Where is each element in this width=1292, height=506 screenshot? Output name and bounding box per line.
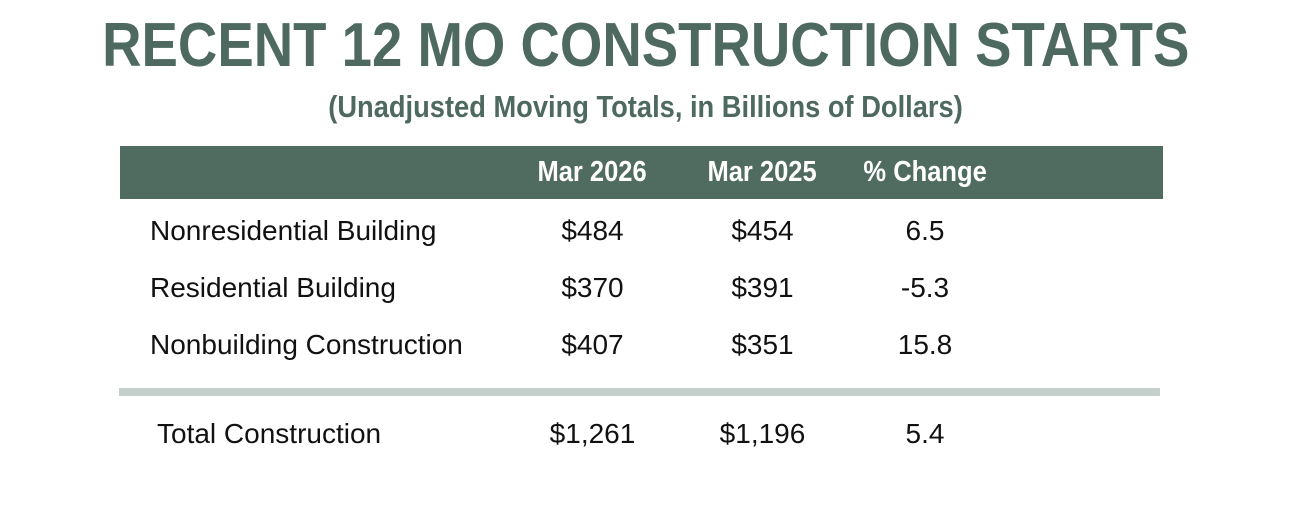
column-header-mar-2026: Mar 2026 [505,156,680,189]
total-separator-line [119,388,1160,396]
total-cell-pct-change: 5.4 [905,418,945,449]
total-cell-mar-2026: $1,261 [549,418,636,449]
row-label: Nonbuilding Construction [150,328,463,360]
column-header-pct-change: % Change [845,156,1005,189]
page-title: RECENT 12 MO CONSTRUCTION STARTS [0,14,1292,78]
table-row-residential: Residential Building $370 $391 -5.3 [120,259,1163,316]
table-row-nonbuilding: Nonbuilding Construction $407 $351 15.8 [120,316,1163,373]
column-header-mar-2026-text: Mar 2026 [537,156,648,188]
total-row-label: Total Construction [157,418,382,449]
total-cell-mar-2025: $1,196 [719,418,806,449]
page-subtitle: (Unadjusted Moving Totals, in Billions o… [0,88,1292,126]
column-header-pct-change-text: % Change [863,156,987,188]
cell-mar-2025: $351 [731,328,794,360]
row-label: Residential Building [150,271,396,303]
cell-pct-change: 6.5 [905,214,945,246]
cell-mar-2026: $370 [561,271,624,303]
cell-mar-2026: $407 [561,328,624,360]
page-subtitle-text: (Unadjusted Moving Totals, in Billions o… [328,89,964,124]
cell-pct-change: -5.3 [900,271,950,303]
cell-mar-2025: $454 [731,214,794,246]
cell-mar-2025: $391 [731,271,794,303]
table-row-total: Total Construction $1,261 $1,196 5.4 [120,406,1163,462]
row-label: Nonresidential Building [150,214,437,246]
column-header-mar-2025-text: Mar 2025 [707,156,818,188]
table-header-row: Mar 2026 Mar 2025 % Change [120,146,1163,199]
page-title-text: RECENT 12 MO CONSTRUCTION STARTS [102,11,1190,80]
cell-mar-2026: $484 [561,214,624,246]
table-body: Nonresidential Building $484 $454 6.5 Re… [120,199,1163,373]
cell-pct-change: 15.8 [897,328,953,360]
column-header-mar-2025: Mar 2025 [680,156,845,189]
construction-starts-table: Mar 2026 Mar 2025 % Change Nonresidentia… [120,146,1163,373]
table-row-nonresidential: Nonresidential Building $484 $454 6.5 [120,202,1163,259]
